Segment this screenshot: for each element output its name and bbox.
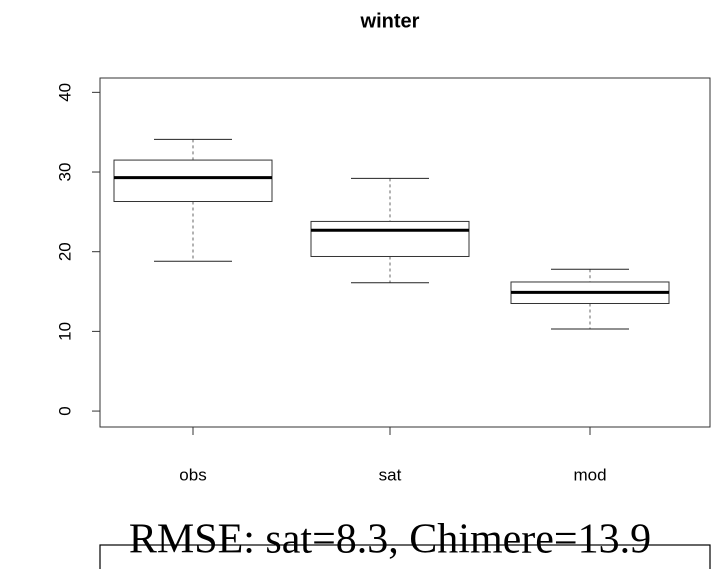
y-tick-label: 30 [55,163,74,182]
annotation-box [99,544,711,569]
y-tick-label: 40 [55,83,74,102]
box [310,220,470,257]
annotation: RMSE: sat=8.3, Chimere=13.9 [129,517,651,563]
plot-frame [99,77,711,428]
y-tick-label: 20 [55,242,74,261]
x-tick-label: mod [573,465,606,484]
chart-title: winter [360,10,420,32]
box [113,159,273,203]
y-tick-label: 10 [55,322,74,341]
y-tick-label: 0 [55,406,74,415]
x-tick-label: obs [179,465,206,484]
x-tick-label: sat [379,465,402,484]
